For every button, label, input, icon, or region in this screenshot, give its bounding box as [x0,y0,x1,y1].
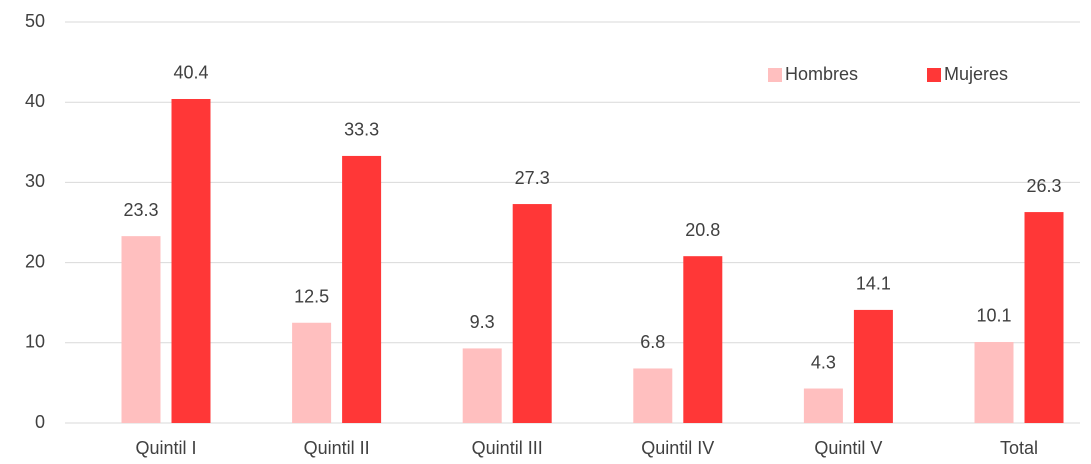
data-label: 26.3 [1026,176,1061,196]
bar [292,322,332,423]
bar [1024,212,1064,423]
data-label: 6.8 [640,332,665,352]
bar [853,309,893,423]
legend-label: Mujeres [944,64,1008,84]
data-label: 9.3 [470,312,495,332]
x-tick-label: Quintil III [472,438,543,458]
x-tick-label: Quintil V [814,438,882,458]
y-tick-label: 0 [35,412,45,432]
data-label: 10.1 [976,306,1011,326]
bar [121,236,161,423]
bar [633,368,673,423]
y-tick-label: 50 [25,11,45,31]
x-tick-label: Total [1000,438,1038,458]
bar [512,204,552,423]
data-label: 33.3 [344,120,379,140]
y-tick-label: 10 [25,332,45,352]
bar [683,256,723,423]
x-tick-label: Quintil IV [641,438,714,458]
data-label: 40.4 [173,63,208,83]
bar [974,341,1014,423]
data-label: 20.8 [685,220,720,240]
data-label: 12.5 [294,287,329,307]
bar [342,155,382,423]
data-label: 27.3 [515,168,550,188]
y-tick-label: 30 [25,171,45,191]
x-tick-label: Quintil I [135,438,196,458]
y-tick-label: 40 [25,91,45,111]
data-label: 4.3 [811,352,836,372]
bar [171,98,211,423]
legend-swatch [768,68,782,82]
bar [462,348,502,423]
y-tick-label: 20 [25,251,45,271]
data-label: 14.1 [856,274,891,294]
data-label: 23.3 [123,200,158,220]
legend-label: Hombres [785,64,858,84]
legend-swatch [927,68,941,82]
x-tick-label: Quintil II [304,438,370,458]
bar [803,388,843,423]
